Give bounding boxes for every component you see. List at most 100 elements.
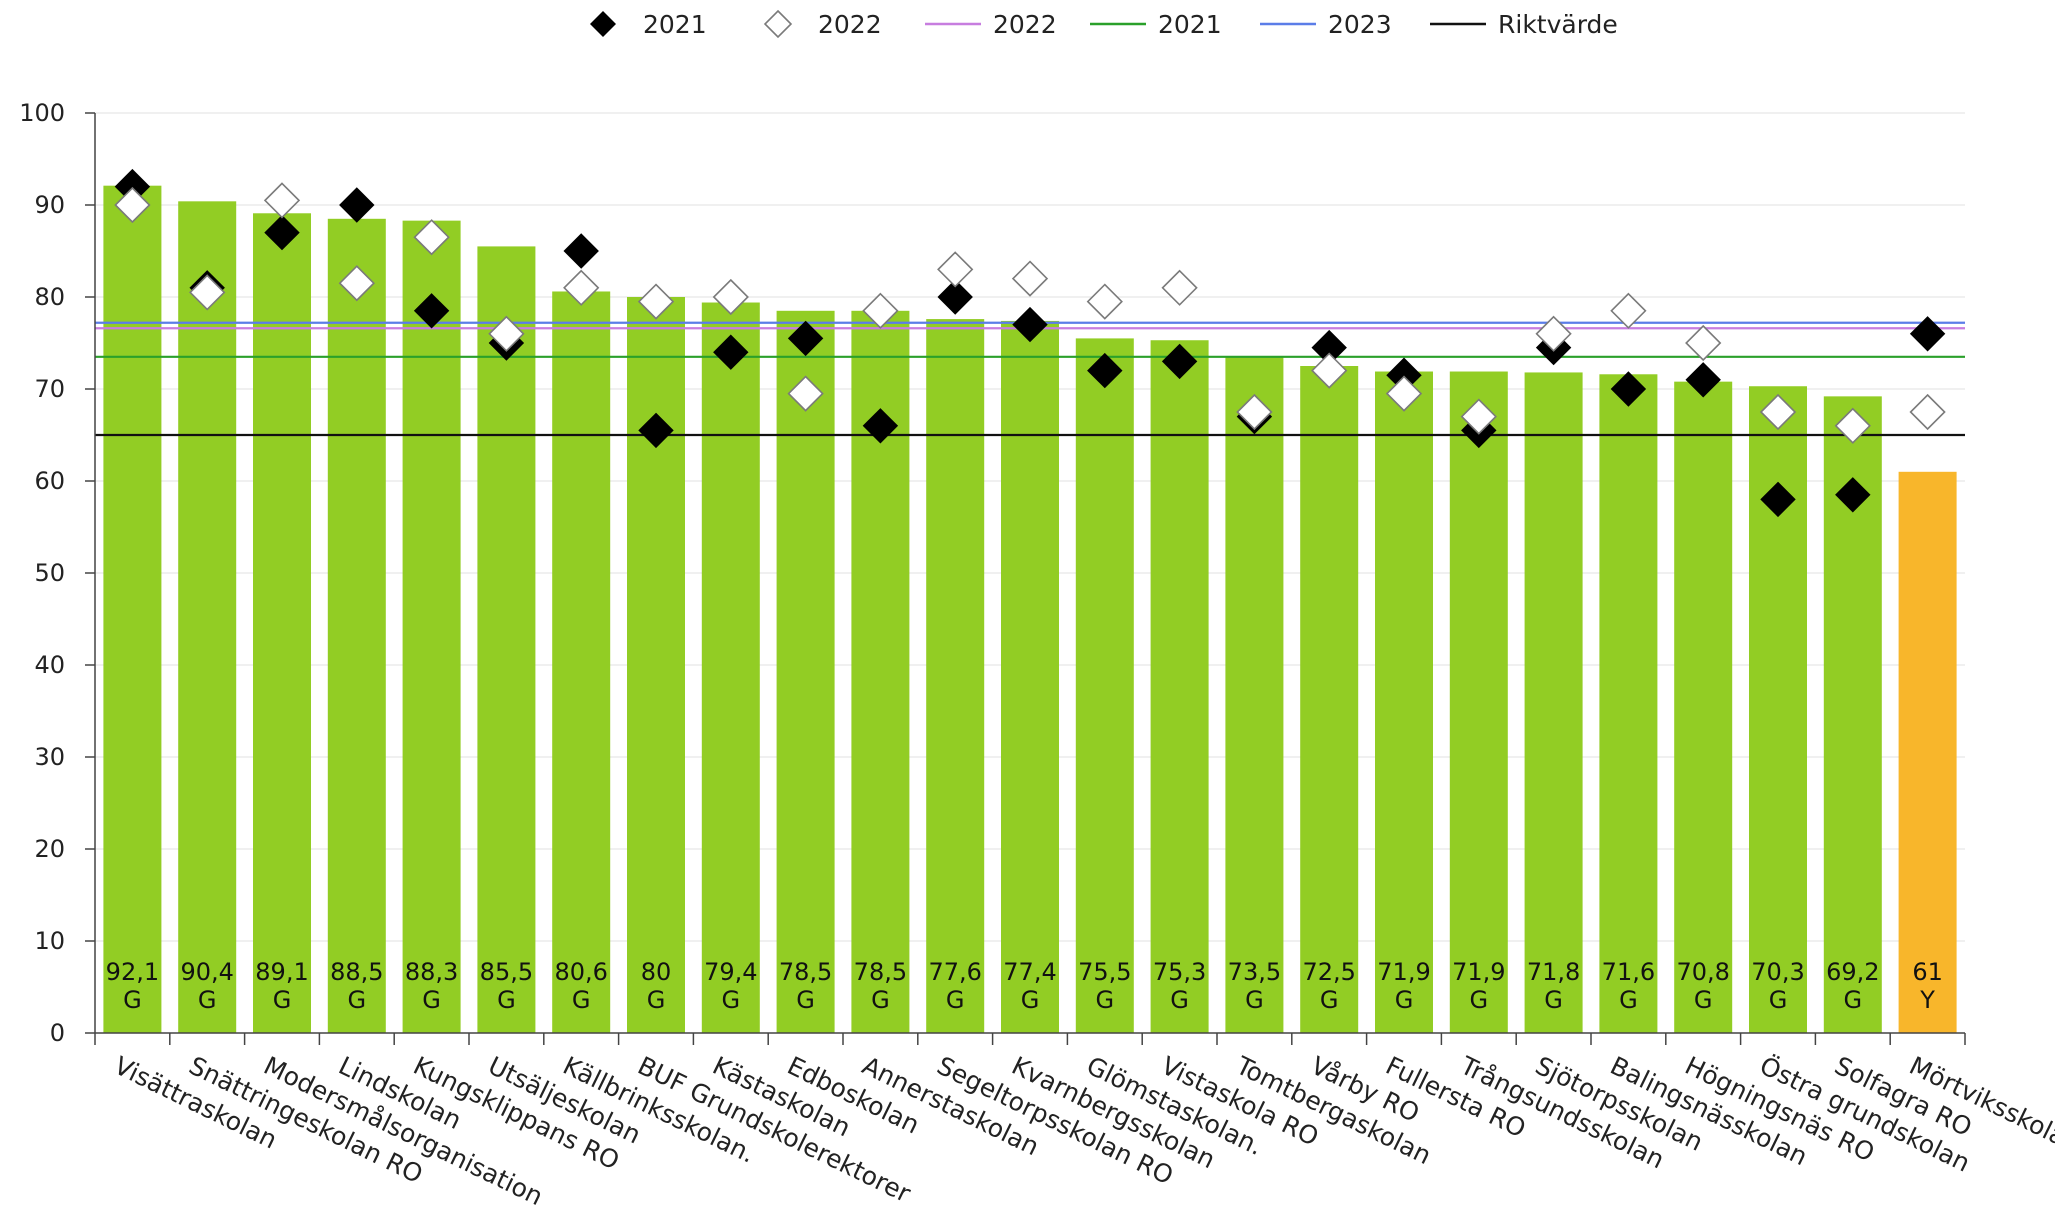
bar [627,297,685,1033]
data-label-grade: G [1619,986,1638,1014]
data-label-value: 78,5 [854,958,907,986]
data-label-value: 70,3 [1751,958,1804,986]
marker-2022 [787,375,824,412]
marker-2022 [1086,283,1123,320]
data-label-grade: G [347,986,366,1014]
marker-2022 [1909,393,1946,431]
marker-2022 [1385,375,1423,412]
data-label-grade: G [946,986,965,1014]
data-label-grade: G [198,986,217,1014]
bar [1599,374,1658,1033]
marker-2021 [1835,477,1871,513]
marker-2021 [638,412,674,449]
y-tick-label: 60 [34,467,65,495]
data-label-grade: G [123,986,142,1014]
data-label-value: 90,4 [180,958,233,986]
marker-2022 [1011,260,1049,297]
marker-2022 [563,269,600,306]
data-label-value: 77,4 [1003,958,1056,986]
data-label-grade: Y [1919,986,1935,1014]
marker-2022 [1535,315,1572,352]
marker-2021 [563,233,599,269]
bar [178,201,237,1033]
y-tick-label: 10 [34,927,65,955]
legend-swatch-open-diamond [763,9,793,39]
data-label-value: 75,5 [1078,958,1131,986]
data-label-value: 75,3 [1153,958,1206,986]
bar [103,185,162,1033]
marker-2022 [1161,269,1198,306]
bar [1225,356,1284,1033]
data-labels: 92,1G90,4G89,1G88,5G88,3G85,5G80,6G80G79… [106,958,1943,1014]
data-label-grade: G [1021,986,1040,1014]
marker-2022 [1236,393,1273,431]
marker-2022 [114,186,151,224]
y-tick-label: 100 [19,99,65,127]
marker-2021 [1610,371,1647,407]
legend-swatch-filled-diamond [590,11,616,37]
marker-2021 [1087,352,1123,389]
y-tick-label: 50 [34,559,65,587]
data-label-grade: G [721,986,740,1014]
data-label-grade: G [1843,986,1862,1014]
data-label-value: 92,1 [106,958,159,986]
data-label-value: 79,4 [704,958,757,986]
bar [701,302,760,1033]
bar [1300,366,1359,1033]
data-label-value: 71,6 [1602,958,1655,986]
bars [103,185,1957,1034]
y-tick-label: 20 [34,835,65,863]
bar [1674,381,1733,1033]
bar [926,319,985,1034]
data-label-value: 61 [1912,958,1943,986]
data-label-value: 71,8 [1527,958,1580,986]
marker-2022 [189,274,226,311]
marker-2022 [413,219,450,256]
y-tick-label: 70 [34,375,65,403]
marker-2021 [787,320,824,357]
data-label-grade: G [1469,986,1488,1014]
legend-label: 2022 [993,10,1057,39]
marker-2022 [1834,407,1871,444]
marker-2022 [1610,292,1647,329]
marker-2022 [1685,324,1722,362]
bar [1150,340,1209,1033]
bar [1375,371,1433,1033]
marker-2021 [1685,362,1721,398]
data-label-grade: G [572,986,591,1014]
data-label-value: 80 [641,958,672,986]
legend-label: 2023 [1328,10,1392,39]
marker-2022 [488,315,525,352]
marker-2021 [339,187,375,223]
marker-2021 [1909,316,1946,352]
y-tick-label: 90 [34,191,65,219]
data-label-value: 78,5 [779,958,832,986]
bar [1524,372,1583,1033]
bar [1001,320,1059,1033]
data-label-value: 77,6 [928,958,981,986]
data-label-value: 69,2 [1826,958,1879,986]
marker-2021 [862,408,899,444]
marker-2022 [1759,393,1797,431]
data-label-value: 72,5 [1302,958,1355,986]
marker-2021 [1161,343,1198,380]
bar [1075,338,1134,1033]
axes [85,112,1966,1045]
bar [776,310,835,1033]
marker-2021 [1012,306,1048,343]
marker-2022 [263,182,301,219]
data-label-grade: G [497,986,516,1014]
data-label-grade: G [1095,986,1114,1014]
data-label-value: 88,3 [405,958,458,986]
legend-label: 2021 [643,10,707,39]
marker-2022 [862,292,899,329]
data-label-value: 73,5 [1228,958,1281,986]
bar [327,218,386,1034]
marker-2021 [264,214,300,251]
bar [1449,371,1508,1033]
data-label-value: 85,5 [480,958,533,986]
y-tick-label: 0 [50,1019,65,1047]
y-tick-labels: 0 10 20 30 40 50 60 70 80 90 100 [19,99,65,1047]
marker-2022 [937,251,974,288]
